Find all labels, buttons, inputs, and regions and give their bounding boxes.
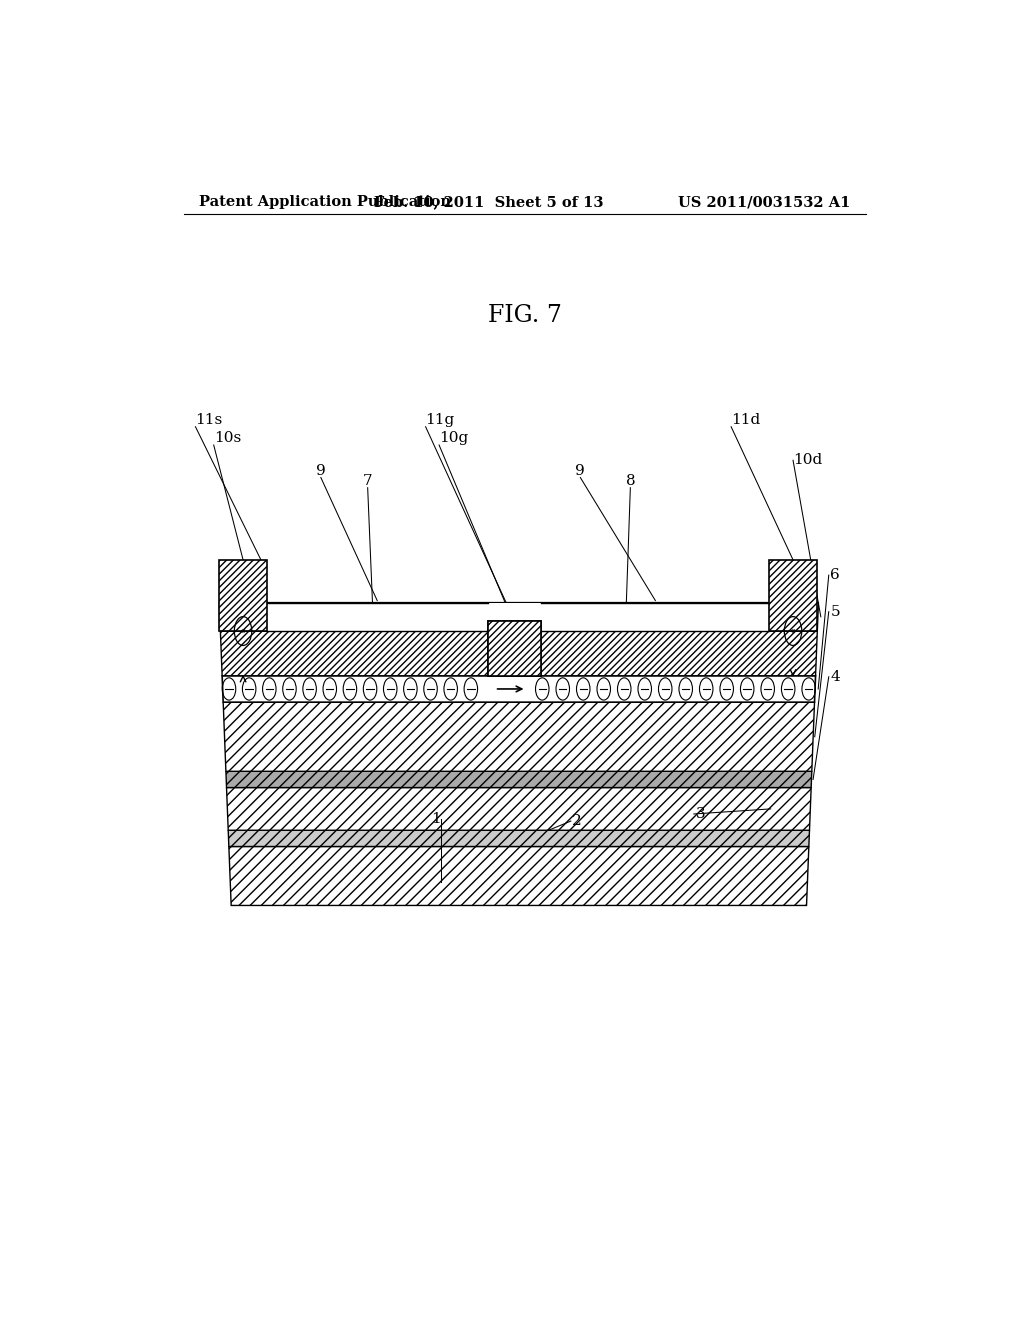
Text: 9: 9 xyxy=(316,463,326,478)
Text: 1: 1 xyxy=(431,812,440,826)
Text: 3: 3 xyxy=(695,807,706,821)
Polygon shape xyxy=(228,830,810,846)
Polygon shape xyxy=(222,676,815,702)
Text: 9: 9 xyxy=(575,463,586,478)
Text: 11g: 11g xyxy=(426,413,455,426)
Polygon shape xyxy=(226,788,811,830)
Text: 4: 4 xyxy=(830,669,840,684)
Text: 10d: 10d xyxy=(793,453,822,467)
Text: 11s: 11s xyxy=(196,413,222,426)
Bar xyxy=(542,602,769,631)
Text: e: e xyxy=(241,627,246,635)
Text: 8: 8 xyxy=(626,474,635,487)
Bar xyxy=(267,602,487,631)
Polygon shape xyxy=(226,771,812,788)
Bar xyxy=(487,620,542,676)
Polygon shape xyxy=(220,631,817,676)
Bar xyxy=(487,620,542,676)
Text: FIG. 7: FIG. 7 xyxy=(487,305,562,327)
Text: 10s: 10s xyxy=(214,432,241,445)
Bar xyxy=(219,560,267,631)
Bar xyxy=(769,560,817,631)
Text: US 2011/0031532 A1: US 2011/0031532 A1 xyxy=(678,195,850,209)
Text: 10g: 10g xyxy=(439,432,468,445)
Polygon shape xyxy=(219,602,818,631)
Text: 7: 7 xyxy=(362,474,373,487)
Text: 11d: 11d xyxy=(731,413,761,426)
Text: 2: 2 xyxy=(572,814,583,828)
Polygon shape xyxy=(223,702,814,771)
Text: 6: 6 xyxy=(830,568,840,582)
Bar xyxy=(487,602,542,631)
Text: Feb. 10, 2011  Sheet 5 of 13: Feb. 10, 2011 Sheet 5 of 13 xyxy=(375,195,604,209)
Text: Patent Application Publication: Patent Application Publication xyxy=(200,195,452,209)
Polygon shape xyxy=(228,846,809,906)
Text: e: e xyxy=(791,627,796,635)
Text: 5: 5 xyxy=(830,605,840,619)
